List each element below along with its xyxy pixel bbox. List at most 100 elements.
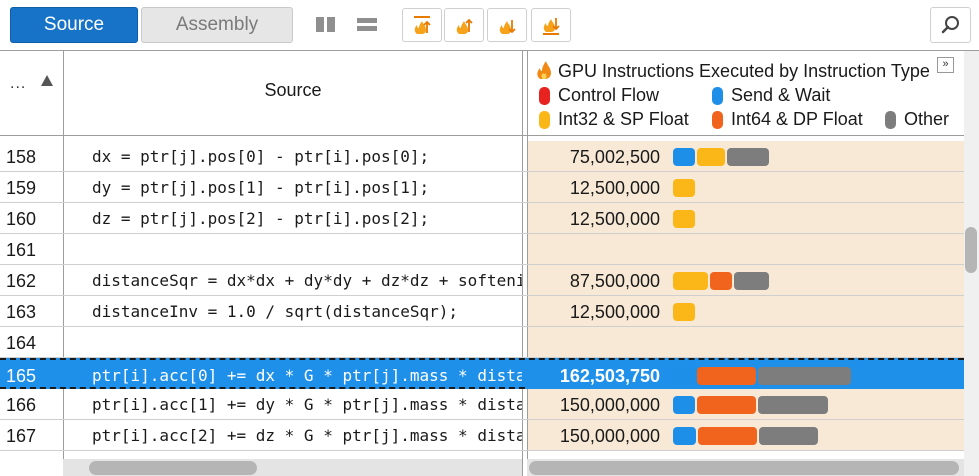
sort-ascending-icon[interactable]	[41, 75, 53, 86]
line-number: 161	[6, 240, 37, 260]
bar-sw	[673, 367, 695, 385]
gpu-column-title: GPU Instructions Executed by Instruction…	[536, 60, 936, 82]
source-row[interactable]: 159 dy = ptr[j].pos[1] - ptr[i].pos[1]; 12…	[0, 172, 964, 203]
source-code: ptr[i].acc[1] += dy * G * ptr[j].mass * …	[92, 395, 522, 414]
flame-prev-button[interactable]	[444, 8, 484, 42]
bar-other	[759, 427, 818, 445]
line-column-header[interactable]: ...	[10, 75, 27, 92]
instruction-count: 150,000,000	[559, 395, 660, 415]
source-row[interactable]: 164	[0, 327, 964, 358]
flame-next-button[interactable]	[487, 8, 527, 42]
gpu-instructions-cell: 75,002,500	[528, 141, 964, 171]
line-number: 166	[6, 395, 37, 415]
column-divider	[527, 51, 528, 476]
source-row[interactable]: 158 dx = ptr[j].pos[0] - ptr[i].pos[0]; 75…	[0, 141, 964, 172]
bar-int	[673, 179, 695, 197]
legend-label: Other	[904, 109, 950, 129]
bar-dp	[697, 396, 756, 414]
tab-source[interactable]: Source	[10, 7, 138, 43]
source-row[interactable]: 166 ptr[i].acc[1] += dy * G * ptr[j].mass…	[0, 389, 964, 420]
line-number: 162	[6, 271, 37, 291]
bar-other	[727, 148, 769, 166]
metrics-horizontal-scrollbar[interactable]	[527, 459, 964, 476]
gpu-instructions-cell: 12,500,000	[528, 296, 964, 326]
gpu-instructions-cell: 150,000,000	[528, 389, 964, 419]
flame-next-icon	[499, 20, 516, 34]
instruction-count: 150,000,000	[559, 426, 660, 446]
gpu-instructions-cell	[528, 327, 964, 357]
column-divider	[522, 51, 523, 476]
gpu-instructions-cell	[528, 234, 964, 264]
legend-send-wait: Send & Wait	[712, 85, 830, 106]
flame-last-button[interactable]	[531, 8, 571, 42]
line-number: 164	[6, 333, 37, 353]
flame-first-icon	[414, 16, 431, 34]
instruction-count: 12,500,000	[569, 302, 660, 322]
vertical-scrollbar[interactable]	[964, 51, 979, 476]
source-grid: ... Source GPU Instructions Executed by …	[0, 50, 979, 476]
gpu-instructions-cell: 150,000,000	[528, 420, 964, 450]
source-row[interactable]: 162 distanceSqr = dx*dx + dy*dy + dz*dz +…	[0, 265, 964, 296]
scrollbar-thumb[interactable]	[89, 461, 257, 475]
scrollbar-thumb[interactable]	[529, 461, 959, 475]
line-number: 158	[6, 147, 37, 167]
split-vertical-icon[interactable]	[316, 16, 336, 34]
flame-first-button[interactable]	[402, 8, 442, 42]
flame-last-icon	[543, 18, 560, 35]
legend-control-flow: Control Flow	[539, 85, 659, 106]
legend-label: Int64 & DP Float	[731, 109, 863, 129]
header-divider	[0, 135, 964, 136]
source-rows: 158 dx = ptr[j].pos[0] - ptr[i].pos[0]; 75…	[0, 136, 964, 458]
gpu-instructions-cell: 12,500,000	[528, 172, 964, 202]
legend-other: Other	[885, 109, 949, 130]
source-row[interactable]: 167 ptr[i].acc[2] += dz * G * ptr[j].mass…	[0, 420, 964, 451]
bar-int	[673, 272, 708, 290]
flame-icon	[537, 61, 551, 79]
source-code: distanceInv = 1.0 / sqrt(distanceSqr);	[92, 302, 459, 321]
source-row[interactable]: 165 ptr[i].acc[0] += dx * G * ptr[j].mass…	[0, 358, 964, 390]
bar-other	[758, 367, 851, 385]
line-number: 160	[6, 209, 37, 229]
gpu-column-header[interactable]: GPU Instructions Executed by Instruction…	[528, 51, 964, 135]
bar-sw	[673, 148, 695, 166]
control-flow-swatch	[539, 86, 550, 105]
bar-dp	[698, 427, 757, 445]
source-row[interactable]: 163 distanceInv = 1.0 / sqrt(distanceSqr)…	[0, 296, 964, 327]
source-code: distanceSqr = dx*dx + dy*dy + dz*dz + so…	[92, 271, 522, 290]
gpu-column-title-text: GPU Instructions Executed by Instruction…	[558, 61, 930, 81]
source-code: dz = ptr[j].pos[2] - ptr[i].pos[2];	[92, 209, 430, 228]
legend-label: Int32 & SP Float	[558, 109, 689, 129]
tab-assembly[interactable]: Assembly	[141, 7, 293, 43]
instruction-count: 75,002,500	[569, 147, 660, 167]
gpu-instructions-cell: 87,500,000	[528, 265, 964, 295]
source-row[interactable]: 161	[0, 234, 964, 265]
legend-label: Send & Wait	[731, 85, 831, 105]
source-code: dy = ptr[j].pos[1] - ptr[i].pos[1];	[92, 178, 430, 197]
source-horizontal-scrollbar[interactable]	[63, 459, 522, 476]
gpu-instructions-cell: 162,503,750	[528, 360, 964, 390]
instruction-count: 87,500,000	[569, 271, 660, 291]
bar-other	[734, 272, 769, 290]
split-horizontal-icon[interactable]	[357, 16, 379, 34]
source-column-header[interactable]: Source	[264, 80, 322, 100]
bar-dp	[710, 272, 732, 290]
bar-dp	[697, 367, 756, 385]
source-row[interactable]: 160 dz = ptr[j].pos[2] - ptr[i].pos[2]; 12…	[0, 203, 964, 234]
bar-int	[673, 210, 695, 228]
int64-dp-float-swatch	[712, 110, 723, 129]
scrollbar-thumb[interactable]	[965, 227, 977, 273]
other-swatch	[885, 110, 896, 129]
instruction-count: 12,500,000	[569, 209, 660, 229]
line-number: 163	[6, 302, 37, 322]
line-number: 165	[6, 366, 37, 386]
search-button[interactable]	[930, 7, 971, 43]
expand-column-button[interactable]: »	[937, 57, 954, 73]
source-code: ptr[i].acc[0] += dx * G * ptr[j].mass * …	[92, 366, 522, 385]
bar-sw	[673, 427, 696, 445]
bar-int	[673, 303, 695, 321]
legend-int32-sp-float: Int32 & SP Float	[539, 109, 689, 130]
legend-int64-dp-float: Int64 & DP Float	[712, 109, 863, 130]
bar-other	[758, 396, 828, 414]
source-code: ptr[i].acc[2] += dz * G * ptr[j].mass * …	[92, 426, 522, 445]
gpu-instructions-cell: 12,500,000	[528, 203, 964, 233]
